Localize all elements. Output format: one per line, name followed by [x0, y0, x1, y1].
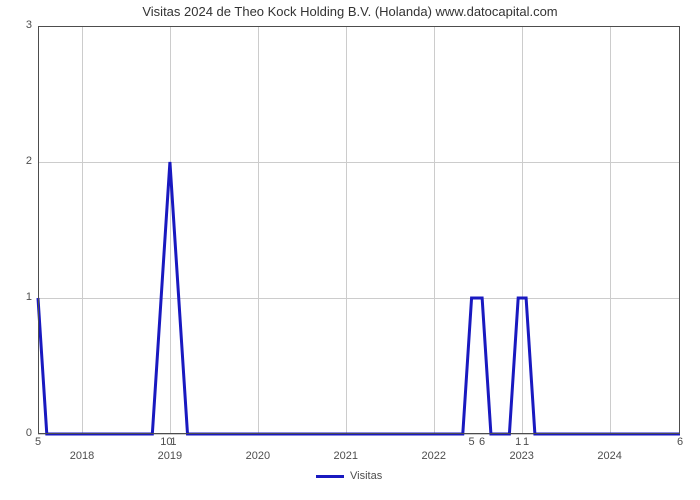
x-tick-label: 2020 [246, 450, 270, 462]
x-data-label: 5 [35, 436, 41, 448]
x-data-label: 1 [515, 436, 521, 448]
x-tick-label: 2023 [509, 450, 533, 462]
x-tick-label: 2019 [158, 450, 182, 462]
x-data-label: 1 [523, 436, 529, 448]
x-tick-label: 2021 [334, 450, 358, 462]
legend: Visitas [316, 470, 382, 482]
x-data-label: 5 [469, 436, 475, 448]
chart-container: { "title": "Visitas 2024 de Theo Kock Ho… [0, 0, 700, 500]
y-tick-label: 0 [14, 427, 32, 439]
y-tick-label: 2 [14, 155, 32, 167]
line-series [38, 162, 680, 434]
x-tick-label: 2022 [422, 450, 446, 462]
chart-title: Visitas 2024 de Theo Kock Holding B.V. (… [0, 4, 700, 19]
y-tick-label: 1 [14, 291, 32, 303]
y-tick-label: 3 [14, 19, 32, 31]
x-data-label: 6 [479, 436, 485, 448]
data-series [38, 26, 680, 434]
plot-area [38, 26, 680, 434]
legend-label: Visitas [350, 470, 382, 482]
legend-swatch [316, 475, 344, 478]
x-data-label: 1 [170, 436, 176, 448]
x-data-label: 6 [677, 436, 683, 448]
x-tick-label: 2024 [597, 450, 621, 462]
x-tick-label: 2018 [70, 450, 94, 462]
